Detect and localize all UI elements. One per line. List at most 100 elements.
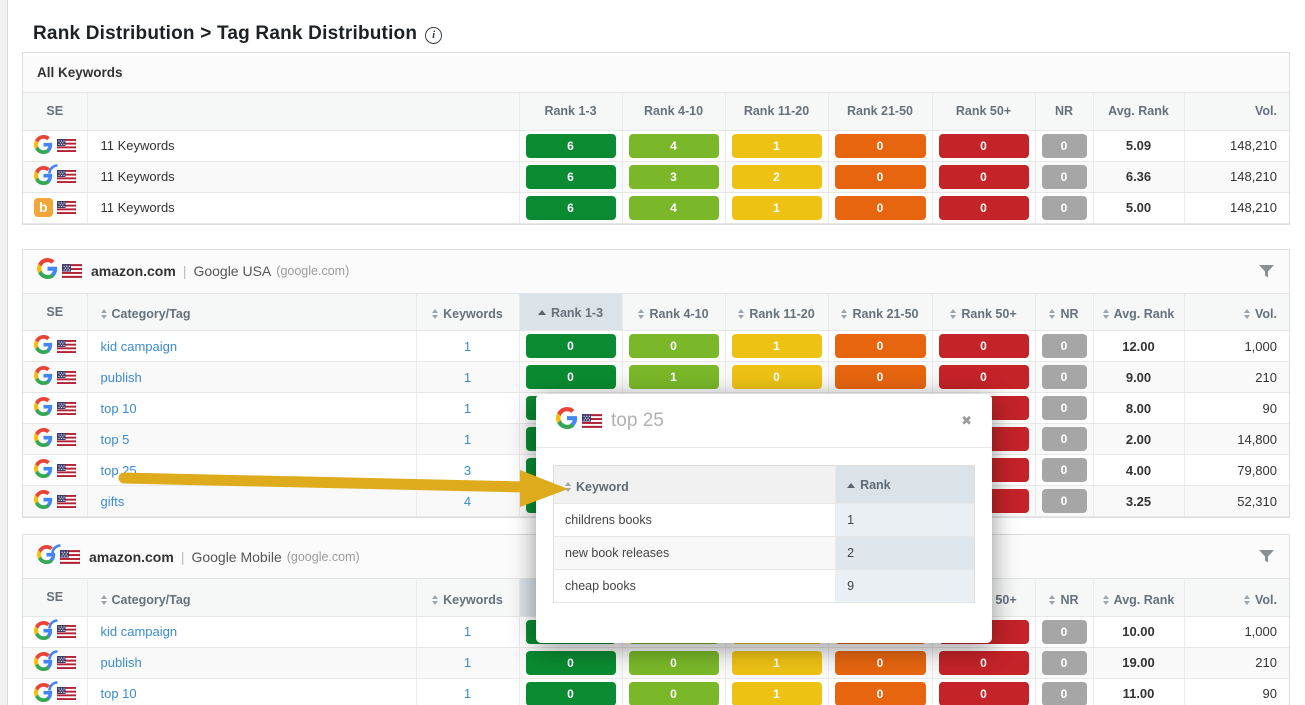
rank-21-50-badge[interactable]: 0 xyxy=(834,133,926,158)
nr-badge[interactable]: 0 xyxy=(1041,164,1087,189)
nr-badge[interactable]: 0 xyxy=(1041,396,1087,420)
rank-1-3-badge[interactable]: 0 xyxy=(525,365,616,389)
col-rank-50plus: Rank 50+ xyxy=(932,93,1036,131)
rank-4-10-badge[interactable]: 4 xyxy=(628,195,719,220)
rank-50plus-badge[interactable]: 0 xyxy=(938,164,1029,189)
category-link[interactable]: top 10 xyxy=(100,400,137,416)
rank-21-50-badge[interactable]: 0 xyxy=(834,650,926,675)
rank-11-20-cell: 1 xyxy=(725,130,829,162)
col-rank-4-10[interactable]: Rank 4-10 xyxy=(622,293,726,331)
rank-50plus-badge[interactable]: 0 xyxy=(938,334,1029,358)
keywords-link[interactable]: 1 xyxy=(463,686,472,701)
rank-1-3-badge[interactable]: 6 xyxy=(525,195,616,220)
info-icon[interactable]: i xyxy=(425,26,443,44)
filter-icon[interactable] xyxy=(1258,264,1275,279)
page-header: Rank Distribution > Tag Rank Distributio… xyxy=(0,0,1305,52)
keywords-link[interactable]: 3 xyxy=(463,462,472,478)
rank-1-3-badge[interactable]: 0 xyxy=(525,650,616,675)
col-keywords[interactable]: Keywords xyxy=(416,579,520,617)
col-rank-1-3-sorted[interactable]: Rank 1-3 xyxy=(519,293,623,331)
rank-1-3-cell: 6 xyxy=(519,192,623,224)
rank-1-3-badge[interactable]: 0 xyxy=(525,681,616,705)
col-keywords[interactable]: Keywords xyxy=(416,293,520,331)
category-link[interactable]: top 10 xyxy=(100,686,137,701)
keywords-link[interactable]: 1 xyxy=(463,431,472,447)
rank-21-50-badge[interactable]: 0 xyxy=(834,334,926,358)
rank-4-10-badge[interactable]: 3 xyxy=(628,164,719,189)
keywords-link[interactable]: 1 xyxy=(463,400,472,416)
rank-11-20-badge[interactable]: 1 xyxy=(731,133,822,158)
rank-11-20-badge[interactable]: 2 xyxy=(731,164,822,189)
filter-icon[interactable] xyxy=(1258,549,1275,564)
col-avg-rank[interactable]: Avg. Rank xyxy=(1093,579,1185,617)
rank-4-10-badge[interactable]: 0 xyxy=(628,681,719,705)
rank-1-3-badge[interactable]: 6 xyxy=(525,164,616,189)
col-category[interactable]: Category/Tag xyxy=(87,579,417,617)
nr-badge[interactable]: 0 xyxy=(1041,195,1087,220)
keywords-link[interactable]: 1 xyxy=(463,369,472,385)
col-rank-50plus[interactable]: Rank 50+ xyxy=(932,293,1036,331)
nr-badge[interactable]: 0 xyxy=(1041,681,1087,705)
col-rank-sorted[interactable]: Rank xyxy=(835,465,975,504)
rank-4-10-badge[interactable]: 0 xyxy=(628,334,719,358)
category-link[interactable]: publish xyxy=(100,369,142,385)
rank-4-10-badge[interactable]: 4 xyxy=(628,133,719,158)
rank-4-10-badge[interactable]: 1 xyxy=(628,365,719,389)
nr-badge[interactable]: 0 xyxy=(1041,133,1087,158)
rank-11-20-badge[interactable]: 1 xyxy=(731,334,822,358)
col-rank-11-20[interactable]: Rank 11-20 xyxy=(725,293,829,331)
rank-11-20-badge[interactable]: 1 xyxy=(731,681,822,705)
col-nr[interactable]: NR xyxy=(1035,293,1094,331)
rank-50plus-cell: 0 xyxy=(932,647,1036,679)
nr-badge[interactable]: 0 xyxy=(1041,427,1087,451)
rank-4-10-badge[interactable]: 0 xyxy=(628,650,719,675)
rank-50plus-badge[interactable]: 0 xyxy=(938,650,1029,675)
col-vol[interactable]: Vol. xyxy=(1184,579,1289,617)
nr-badge[interactable]: 0 xyxy=(1041,458,1087,482)
col-vol[interactable]: Vol. xyxy=(1184,293,1289,331)
rank-11-20-badge[interactable]: 1 xyxy=(731,195,822,220)
nr-badge[interactable]: 0 xyxy=(1041,489,1087,513)
col-keyword[interactable]: Keyword xyxy=(553,465,837,504)
category-link[interactable]: publish xyxy=(100,655,142,670)
rank-cell: 1 xyxy=(835,503,975,537)
rank-50plus-badge[interactable]: 0 xyxy=(938,365,1029,389)
rank-11-20-badge[interactable]: 1 xyxy=(731,650,822,675)
nr-badge[interactable]: 0 xyxy=(1041,365,1087,389)
nr-badge[interactable]: 0 xyxy=(1041,619,1087,644)
rank-50plus-badge[interactable]: 0 xyxy=(938,195,1029,220)
rank-21-50-badge[interactable]: 0 xyxy=(834,681,926,705)
rank-21-50-badge[interactable]: 0 xyxy=(834,365,926,389)
category-link[interactable]: kid campaign xyxy=(100,338,178,354)
nr-cell: 0 xyxy=(1035,192,1094,224)
rank-11-20-badge[interactable]: 0 xyxy=(731,365,822,389)
avg-rank-cell: 4.00 xyxy=(1093,454,1185,486)
rank-50plus-badge[interactable]: 0 xyxy=(938,133,1029,158)
category-link[interactable]: top 25 xyxy=(100,462,137,478)
col-category[interactable]: Category/Tag xyxy=(87,293,417,331)
google-icon xyxy=(33,163,58,188)
rank-1-3-badge[interactable]: 6 xyxy=(525,133,616,158)
nr-badge[interactable]: 0 xyxy=(1041,650,1087,675)
col-avg-rank[interactable]: Avg. Rank xyxy=(1093,293,1185,331)
rank-1-3-badge[interactable]: 0 xyxy=(525,334,616,358)
rank-50plus-badge[interactable]: 0 xyxy=(938,681,1029,705)
rank-21-50-badge[interactable]: 0 xyxy=(834,195,926,220)
keywords-link[interactable]: 4 xyxy=(463,493,472,509)
keywords-link[interactable]: 1 xyxy=(463,655,472,670)
table-header-row: SE Category/Tag Keywords Rank 1-3 Rank 4… xyxy=(23,293,1289,331)
col-rank-21-50[interactable]: Rank 21-50 xyxy=(828,293,933,331)
modal-close-button[interactable]: ✖ xyxy=(961,412,972,428)
category-link[interactable]: gifts xyxy=(100,493,125,509)
category-link[interactable]: kid campaign xyxy=(100,624,178,639)
col-rank-21-50: Rank 21-50 xyxy=(828,93,933,131)
keywords-cell: 1 xyxy=(416,361,520,393)
col-nr[interactable]: NR xyxy=(1035,579,1094,617)
modal-body: Keyword Rank childrens books 1 new book … xyxy=(536,448,992,603)
category-link[interactable]: top 5 xyxy=(100,431,130,447)
keywords-link[interactable]: 1 xyxy=(463,338,472,354)
rank-21-50-badge[interactable]: 0 xyxy=(834,164,926,189)
nr-badge[interactable]: 0 xyxy=(1041,334,1087,358)
keywords-link[interactable]: 1 xyxy=(463,624,472,639)
us-flag-icon xyxy=(56,655,77,670)
